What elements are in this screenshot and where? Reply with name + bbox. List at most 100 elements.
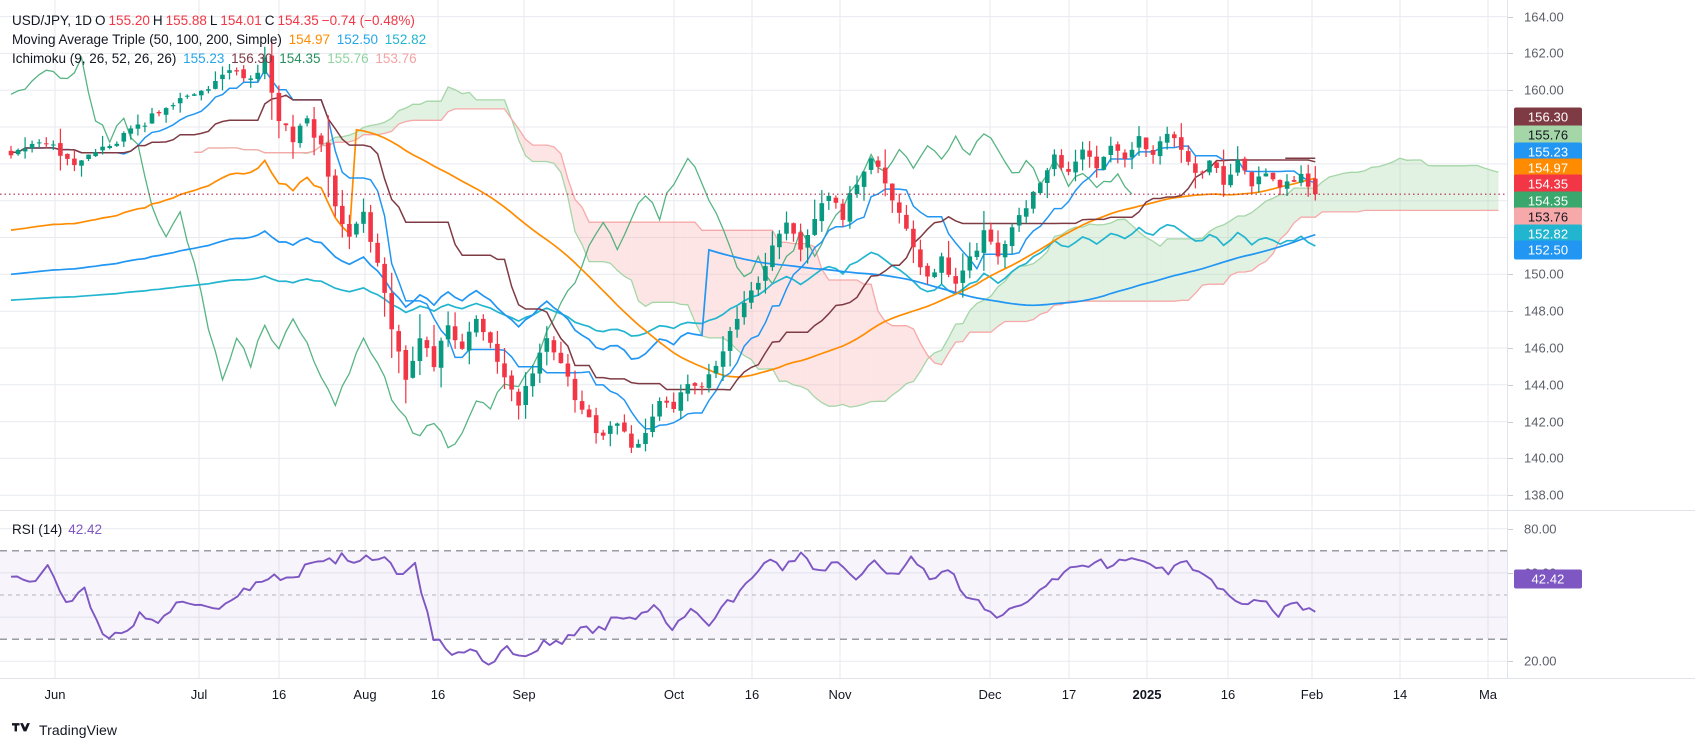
time-tick-label: Jun <box>44 687 66 702</box>
price-tick-mark <box>1508 53 1513 55</box>
legend-row-ichimoku[interactable]: Ichimoku (9, 26, 52, 26, 26) 155.23 156.… <box>12 50 429 68</box>
rsi-legend-name[interactable]: RSI (14) <box>12 522 63 537</box>
time-tick-label: 16 <box>430 687 446 702</box>
legend-symbol[interactable]: USD/JPY, 1D <box>12 13 93 28</box>
time-tick-label: Jul <box>190 687 208 702</box>
legend-row-moving-average[interactable]: Moving Average Triple (50, 100, 200, Sim… <box>12 31 429 49</box>
rsi-tick-label: 20.00 <box>1524 653 1557 669</box>
legend-ichimoku-span-a: 155.76 <box>327 51 369 66</box>
rsi-grid <box>0 511 1508 679</box>
ma-100 <box>10 229 1316 361</box>
senkou-span-b <box>194 108 1499 366</box>
price-badge[interactable]: 155.23 <box>1514 142 1582 162</box>
time-scale[interactable]: Jun Jul 16 Aug 16 Sep Oct 16 Nov Dec 17 2025 16 Feb 14… <box>0 678 1695 712</box>
legend-close-value: 154.35 <box>277 13 319 28</box>
legend-ma200-value: 152.82 <box>384 32 427 47</box>
price-badge[interactable]: 154.35 <box>1514 174 1582 194</box>
time-tick-label: Sep <box>512 687 536 702</box>
kijun-sen <box>11 94 1316 391</box>
chart-legend: USD/JPY, 1D O 155.20 H 155.88 L 154.01 C 154.35−… <box>12 12 429 69</box>
legend-ichimoku-name[interactable]: Ichimoku (9, 26, 52, 26, 26) <box>12 51 177 66</box>
ma-200 <box>10 223 1316 337</box>
price-tick-label: 138.00 <box>1524 487 1564 503</box>
rsi-tick-mark <box>1508 572 1513 574</box>
price-grid <box>0 0 1508 510</box>
legend-ma100-value: 152.50 <box>336 32 379 47</box>
legend-ma-name[interactable]: Moving Average Triple (50, 100, 200, Sim… <box>12 32 282 47</box>
time-tick-label: 16 <box>1220 687 1236 702</box>
price-tick-label: 142.00 <box>1524 414 1564 430</box>
time-tick-label: 2025 <box>1132 687 1162 702</box>
rsi-plot-area[interactable] <box>0 511 1508 679</box>
price-plot-area[interactable] <box>0 0 1508 510</box>
legend-ichimoku-kijun: 156.30 <box>231 51 273 66</box>
price-scale[interactable]: 164.00 162.00 160.00 150.00 148.00 146.00 144.… <box>1507 0 1695 510</box>
price-badge[interactable]: 153.76 <box>1514 207 1582 227</box>
price-tick-mark <box>1508 347 1513 349</box>
time-tick-label: Dec <box>978 687 1002 702</box>
rsi-series-canvas <box>0 511 1508 679</box>
legend-ichimoku-chikou: 154.35 <box>279 51 321 66</box>
time-tick-label: Oct <box>663 687 685 702</box>
price-badge[interactable]: 156.30 <box>1514 107 1582 127</box>
price-tick-mark <box>1508 384 1513 386</box>
price-tick-mark <box>1508 16 1513 18</box>
senkou-span-a <box>194 86 1499 408</box>
price-badge[interactable]: 154.35 <box>1514 191 1582 211</box>
price-tick-mark <box>1508 421 1513 423</box>
price-tick-mark <box>1508 311 1513 313</box>
time-tick-label: 16 <box>271 687 287 702</box>
rsi-tick-mark <box>1508 661 1513 663</box>
legend-high-label: H <box>152 13 163 28</box>
price-tick-label: 160.00 <box>1524 82 1564 98</box>
rsi-tick-mark <box>1508 528 1513 530</box>
rsi-legend-value: 42.42 <box>68 522 103 537</box>
brand-bar: TradingView <box>0 711 1695 752</box>
rsi-value-badge[interactable]: 42.42 <box>1514 569 1582 589</box>
price-tick-label: 144.00 <box>1524 377 1564 393</box>
legend-ma50-value: 154.97 <box>288 32 330 47</box>
time-tick-label: 17 <box>1061 687 1077 702</box>
legend-row-ohlc[interactable]: USD/JPY, 1D O 155.20 H 155.88 L 154.01 C 154.35−… <box>12 12 429 30</box>
tradingview-logo-icon <box>12 721 32 739</box>
price-pane[interactable]: 164.00 162.00 160.00 150.00 148.00 146.00 144.… <box>0 0 1695 510</box>
legend-close-label: C <box>264 13 275 28</box>
tenkan-sen <box>11 68 1316 430</box>
legend-low-label: L <box>209 13 218 28</box>
price-tick-label: 150.00 <box>1524 266 1564 282</box>
price-series-canvas <box>0 0 1508 510</box>
price-badge[interactable]: 155.76 <box>1514 125 1582 145</box>
time-tick-label: Nov <box>828 687 852 702</box>
price-tick-label: 140.00 <box>1524 450 1564 466</box>
price-badge[interactable]: 154.97 <box>1514 158 1582 178</box>
rsi-line <box>10 551 1316 666</box>
rsi-legend[interactable]: RSI (14) 42.42 <box>12 522 102 537</box>
chikou-span <box>10 55 1133 449</box>
price-tick-label: 164.00 <box>1524 9 1564 25</box>
price-tick-mark <box>1508 90 1513 92</box>
price-tick-label: 146.00 <box>1524 340 1564 356</box>
legend-high-value: 155.88 <box>165 13 207 28</box>
time-tick-label: 16 <box>744 687 760 702</box>
price-tick-mark <box>1508 458 1513 460</box>
time-tick-label: Feb <box>1300 687 1324 702</box>
legend-open-label: O <box>95 13 106 28</box>
price-tick-mark <box>1508 274 1513 276</box>
price-badge[interactable]: 152.82 <box>1514 224 1582 244</box>
legend-low-value: 154.01 <box>220 13 262 28</box>
legend-change: −0.74 (−0.48%) <box>321 13 415 28</box>
time-tick-label: 14 <box>1392 687 1408 702</box>
price-tick-label: 148.00 <box>1524 303 1564 319</box>
time-tick-label: Ma <box>1478 687 1498 702</box>
time-tick-label: Aug <box>353 687 377 702</box>
rsi-tick-label: 80.00 <box>1524 521 1557 537</box>
price-tick-mark <box>1508 495 1513 497</box>
price-badge[interactable]: 152.50 <box>1514 240 1582 260</box>
price-tick-label: 162.00 <box>1524 45 1564 61</box>
brand-name: TradingView <box>39 722 118 738</box>
legend-ichimoku-tenkan: 155.23 <box>183 51 225 66</box>
legend-open-value: 155.20 <box>108 13 150 28</box>
